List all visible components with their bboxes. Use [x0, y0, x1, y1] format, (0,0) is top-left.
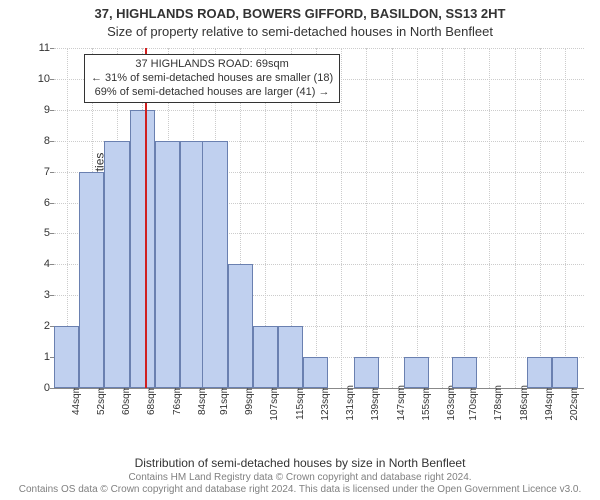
- x-tick-label: 91sqm: [219, 385, 230, 415]
- y-tick-label: 2: [30, 320, 50, 332]
- copyright-line-3: This data is licensed under the Open Gov…: [299, 484, 581, 495]
- x-tick-label: 99sqm: [244, 385, 255, 415]
- y-tick-label: 9: [30, 104, 50, 116]
- x-tick-label: 194sqm: [544, 385, 555, 421]
- y-tick-mark: [50, 48, 54, 49]
- gridline-v: [417, 48, 418, 388]
- histogram-bar: [354, 357, 379, 388]
- copyright-line-1: Contains HM Land Registry data © Crown c…: [128, 472, 471, 483]
- y-tick-mark: [50, 295, 54, 296]
- plot-area: 0123456789101144sqm52sqm60sqm68sqm76sqm8…: [54, 48, 584, 389]
- x-tick-label: 186sqm: [519, 385, 530, 421]
- x-tick-label: 131sqm: [345, 385, 356, 421]
- x-tick-label: 202sqm: [569, 385, 580, 421]
- annotation-line-1: 37 HIGHLANDS ROAD: 69sqm: [91, 58, 333, 72]
- chart-title-1: 37, HIGHLANDS ROAD, BOWERS GIFFORD, BASI…: [0, 6, 600, 21]
- y-tick-label: 7: [30, 166, 50, 178]
- histogram-bar: [527, 357, 552, 388]
- histogram-bar: [228, 264, 253, 388]
- y-tick-mark: [50, 172, 54, 173]
- x-tick-label: 52sqm: [96, 385, 107, 415]
- y-tick-label: 5: [30, 227, 50, 239]
- histogram-bar: [104, 141, 129, 388]
- y-tick-label: 10: [30, 73, 50, 85]
- histogram-bar: [54, 326, 79, 388]
- gridline-v: [392, 48, 393, 388]
- x-tick-label: 115sqm: [295, 385, 306, 420]
- gridline-v: [442, 48, 443, 388]
- y-tick-mark: [50, 264, 54, 265]
- histogram-bar: [404, 357, 429, 388]
- y-tick-label: 0: [30, 382, 50, 394]
- x-tick-label: 163sqm: [446, 385, 457, 421]
- y-tick-mark: [50, 110, 54, 111]
- y-tick-label: 11: [30, 42, 50, 54]
- x-axis-label: Distribution of semi-detached houses by …: [0, 456, 600, 470]
- chart-title-2: Size of property relative to semi-detach…: [0, 24, 600, 39]
- gridline-h: [54, 48, 584, 49]
- histogram-bar: [202, 141, 227, 388]
- copyright-notice: Contains HM Land Registry data © Crown c…: [0, 472, 600, 496]
- gridline-v: [565, 48, 566, 388]
- x-tick-label: 178sqm: [493, 385, 504, 421]
- y-tick-label: 4: [30, 258, 50, 270]
- gridline-v: [540, 48, 541, 388]
- gridline-v: [515, 48, 516, 388]
- x-tick-label: 170sqm: [468, 385, 479, 421]
- y-tick-label: 3: [30, 289, 50, 301]
- x-tick-label: 60sqm: [121, 385, 132, 415]
- x-tick-label: 147sqm: [396, 385, 407, 421]
- x-tick-label: 139sqm: [370, 385, 381, 421]
- x-tick-label: 107sqm: [269, 385, 280, 421]
- histogram-bar: [79, 172, 104, 388]
- y-tick-mark: [50, 203, 54, 204]
- annotation-line-3: 69% of semi-detached houses are larger (…: [91, 86, 333, 100]
- y-tick-mark: [50, 388, 54, 389]
- histogram-bar: [552, 357, 577, 388]
- annotation-line-2: ← 31% of semi-detached houses are smalle…: [91, 72, 333, 86]
- histogram-bar: [130, 110, 155, 388]
- histogram-bar: [278, 326, 303, 388]
- x-tick-label: 44sqm: [71, 385, 82, 415]
- histogram-bar: [253, 326, 278, 388]
- x-tick-label: 84sqm: [197, 385, 208, 415]
- histogram-bar: [452, 357, 477, 388]
- y-tick-label: 1: [30, 351, 50, 363]
- histogram-bar: [303, 357, 328, 388]
- gridline-v: [341, 48, 342, 388]
- annotation-box: 37 HIGHLANDS ROAD: 69sqm← 31% of semi-de…: [84, 54, 340, 103]
- y-tick-mark: [50, 79, 54, 80]
- y-tick-label: 8: [30, 135, 50, 147]
- y-tick-mark: [50, 233, 54, 234]
- gridline-v: [489, 48, 490, 388]
- x-tick-label: 123sqm: [320, 385, 331, 421]
- y-tick-mark: [50, 141, 54, 142]
- histogram-bar: [155, 141, 180, 388]
- copyright-line-2: Contains OS data © Crown copyright and d…: [19, 484, 297, 495]
- x-tick-label: 155sqm: [421, 385, 432, 421]
- x-tick-label: 76sqm: [172, 385, 183, 415]
- y-tick-label: 6: [30, 197, 50, 209]
- gridline-v: [464, 48, 465, 388]
- x-tick-label: 68sqm: [146, 385, 157, 415]
- gridline-v: [366, 48, 367, 388]
